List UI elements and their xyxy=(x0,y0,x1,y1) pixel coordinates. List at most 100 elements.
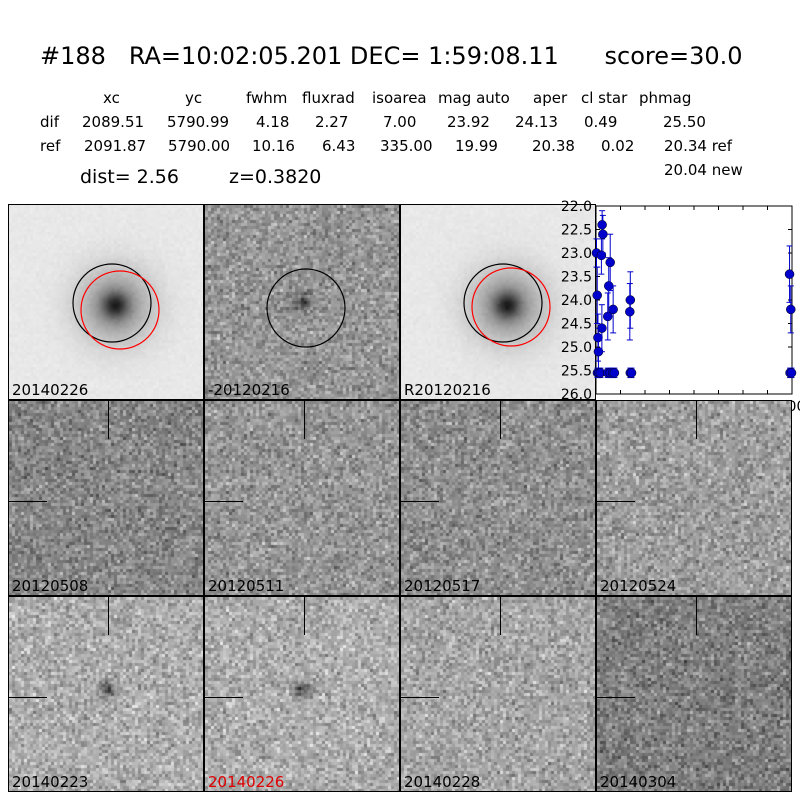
light-curve-chart: 22.022.523.023.524.024.525.025.526.0 010… xyxy=(561,199,800,415)
crosshair-vertical xyxy=(304,401,305,439)
dec-coordinate: DEC= 1:59:08.11 xyxy=(349,42,559,70)
stamp-label-highlight: 20140226 xyxy=(208,773,285,791)
y-tick-label: 23.5 xyxy=(561,270,592,286)
stamp-label: 20140226 xyxy=(12,381,89,399)
dif-isoarea: 7.00 xyxy=(383,113,417,131)
crosshair-horizontal xyxy=(205,501,243,502)
stamp-panel-epoch: 20120517 xyxy=(400,400,596,596)
col-header-aper: aper xyxy=(533,89,568,107)
stamp-panel-epoch-highlight: 20140226 xyxy=(204,596,400,792)
stamp-image xyxy=(401,401,595,595)
stamp-panel-current: 20140226 xyxy=(8,204,204,400)
ra-coordinate: RA=10:02:05.201 xyxy=(128,42,343,70)
data-point xyxy=(592,290,602,301)
candidate-title: #188 RA=10:02:05.201 DEC= 1:59:08.11 sco… xyxy=(40,41,743,71)
data-point xyxy=(598,229,608,239)
crosshair-vertical xyxy=(500,401,501,439)
ref-fluxrad: 6.43 xyxy=(322,137,356,155)
data-point xyxy=(597,323,607,333)
crosshair-horizontal xyxy=(597,697,635,698)
score: score=30.0 xyxy=(604,42,743,70)
y-tick-label: 25.0 xyxy=(561,340,592,356)
row-label-dif: dif xyxy=(40,113,59,131)
crosshair-horizontal xyxy=(597,501,635,502)
dif-aper: 24.13 xyxy=(515,113,558,131)
crosshair-vertical xyxy=(304,597,305,635)
col-header-phmag: phmag xyxy=(639,89,692,107)
stamp-image xyxy=(9,597,203,791)
stamp-label: 20140228 xyxy=(404,773,481,791)
redshift-value: z=0.3820 xyxy=(229,166,322,188)
crosshair-vertical xyxy=(108,401,109,439)
candidate-id: #188 xyxy=(40,42,106,70)
stamp-label: R20120216 xyxy=(404,381,491,399)
dist-value: dist= 2.56 xyxy=(80,166,179,188)
stamp-panel-epoch: 20120511 xyxy=(204,400,400,596)
crosshair-horizontal xyxy=(401,501,439,502)
stamp-panel-epoch: 20140228 xyxy=(400,596,596,792)
dif-fwhm: 4.18 xyxy=(256,113,290,131)
data-points xyxy=(591,210,797,379)
col-header-yc: yc xyxy=(185,89,203,107)
stamp-label: 20140304 xyxy=(600,773,677,791)
stamp-image xyxy=(9,205,203,399)
ref-xc: 2091.87 xyxy=(84,137,147,155)
circle-overlay xyxy=(72,263,160,350)
y-tick-label: 25.5 xyxy=(561,364,592,380)
y-tick-label: 22.0 xyxy=(561,199,592,215)
reference-circle xyxy=(80,270,160,350)
target-circle xyxy=(463,263,543,343)
data-point xyxy=(626,368,637,378)
y-tick-label: 22.5 xyxy=(561,223,592,239)
crosshair-vertical xyxy=(696,401,697,439)
stamp-panel-epoch: 20140304 xyxy=(596,596,792,792)
stamp-panel-epoch: 20120508 xyxy=(8,400,204,596)
circle-overlay xyxy=(463,263,551,347)
ref-yc: 5790.00 xyxy=(168,137,231,155)
dif-yc: 5790.99 xyxy=(167,113,230,131)
stamp-label: 20120511 xyxy=(208,577,285,595)
stamp-image xyxy=(597,401,791,595)
col-header-fwhm: fwhm xyxy=(246,89,288,107)
y-axis: 22.0 22.5 23.0 23.5 24.0 24.5 25.0 25.5 26.0 xyxy=(561,199,792,403)
crosshair-horizontal xyxy=(9,501,47,502)
dif-fluxrad: 2.27 xyxy=(315,113,349,131)
ref-fwhm: 10.16 xyxy=(252,137,295,155)
reference-circle xyxy=(471,267,551,347)
data-point xyxy=(597,220,607,230)
target-circle xyxy=(72,263,152,343)
y-tick-label: 26.0 xyxy=(561,387,592,403)
stamp-label: 20120517 xyxy=(404,577,481,595)
ref-phmag: 20.34 ref xyxy=(664,137,733,155)
stamp-panel-difference: -20120216 xyxy=(204,204,400,400)
ref-mag-auto: 19.99 xyxy=(455,137,498,155)
plot-frame xyxy=(595,205,793,395)
data-point xyxy=(625,307,635,317)
stamp-label: 20120524 xyxy=(600,577,677,595)
col-header-fluxrad: fluxrad xyxy=(302,89,355,107)
col-header-mag-auto: mag auto xyxy=(438,89,510,107)
ref-aper: 20.38 xyxy=(532,137,575,155)
col-header-isoarea: isoarea xyxy=(372,89,427,107)
crosshair-vertical xyxy=(108,597,109,635)
data-point xyxy=(609,368,620,378)
crosshair-horizontal xyxy=(205,697,243,698)
circle-overlay xyxy=(266,268,346,348)
y-tick-label: 23.0 xyxy=(561,246,592,262)
data-point xyxy=(596,250,607,261)
ref-cl-star: 0.02 xyxy=(601,137,635,155)
data-point xyxy=(786,368,797,378)
stamp-label: -20120216 xyxy=(208,381,290,399)
ref-isoarea: 335.00 xyxy=(380,137,433,155)
y-tick-label: 24.5 xyxy=(561,317,592,333)
stamp-label: 20120508 xyxy=(12,577,89,595)
target-circle xyxy=(266,268,346,348)
crosshair-horizontal xyxy=(401,697,439,698)
dif-phmag: 25.50 xyxy=(663,113,706,131)
crosshair-vertical xyxy=(696,597,697,635)
col-header-xc: xc xyxy=(103,89,120,107)
stamp-panel-reference: R20120216 xyxy=(400,204,596,400)
stamp-image xyxy=(597,597,791,791)
y-tick-label: 24.0 xyxy=(561,293,592,309)
stamp-panel-epoch: 20120524 xyxy=(596,400,792,596)
